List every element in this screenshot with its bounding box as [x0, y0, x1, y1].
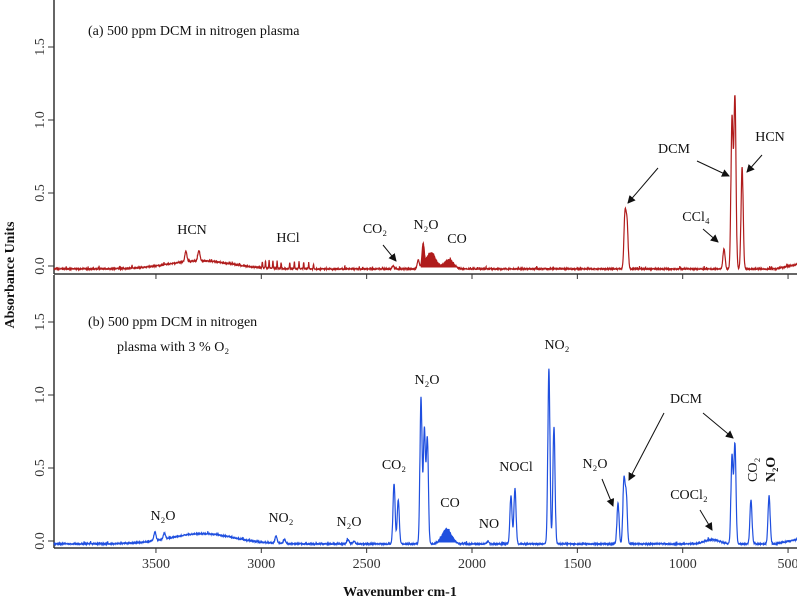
peak-label: NO₂ — [544, 338, 569, 353]
peak-label: NO₂ — [268, 511, 293, 526]
peak-label: N₂O — [413, 218, 438, 233]
x-tick-label: 3000 — [247, 557, 275, 572]
annotation-arrow — [696, 160, 730, 177]
peak-label: HCl — [276, 231, 299, 246]
peak-label: N₂O — [414, 373, 439, 388]
y-tick-label: 1.5 — [33, 313, 48, 331]
peak-label: CO — [440, 496, 459, 511]
peak-label: CO₂ — [382, 458, 406, 473]
annotation-arrow — [601, 478, 615, 507]
peak-label: N₂O — [764, 457, 779, 482]
co-band-fill — [436, 528, 457, 543]
annotation-arrow — [702, 228, 719, 243]
y-tick-label: 0.0 — [33, 532, 48, 550]
peak-label: N₂O — [582, 457, 607, 472]
spectrum-line — [53, 95, 797, 272]
panel-title-line2: plasma with 3 % O₂ — [117, 340, 229, 355]
panel-title: (b) 500 ppm DCM in nitrogen — [88, 315, 257, 330]
x-tick-label: 1500 — [563, 557, 591, 572]
peak-label: DCM — [670, 392, 702, 407]
peak-label: COCl₂ — [670, 488, 708, 503]
y-tick-label: 1.0 — [33, 386, 48, 404]
x-tick-label: 500 — [778, 557, 797, 572]
annotation-arrow — [627, 167, 659, 204]
x-tick-label: 2000 — [458, 557, 486, 572]
y-axis-label: Absorbance Units — [3, 221, 18, 329]
annotation-arrow — [628, 412, 665, 481]
y-tick-label: 0.0 — [33, 257, 48, 275]
x-tick-label: 1000 — [669, 557, 697, 572]
peak-label: N₂O — [336, 515, 361, 530]
peak-label: CO₂ — [363, 222, 387, 237]
peak-label: NO — [479, 517, 499, 532]
panel-a: 0.0 0.5 1.0 1.5 (a) 500 ppm DCM in nitrogen … — [33, 0, 797, 279]
peak-label: HCN — [755, 130, 785, 145]
x-tick-label: 3500 — [142, 557, 170, 572]
peak-label: DCM — [658, 142, 690, 157]
y-tick-label: 0.5 — [33, 184, 48, 202]
peak-label: CO — [447, 232, 466, 247]
peak-label: CO₂ — [746, 458, 761, 482]
panel-title: (a) 500 ppm DCM in nitrogen plasma — [88, 24, 300, 39]
y-tick-label: 0.5 — [33, 459, 48, 477]
panel-b: 0.0 0.5 1.0 1.5 3500 3000 2500 2000 1500 1000 500 (… — [33, 275, 797, 572]
peak-label: HCN — [177, 223, 207, 238]
peak-label: CCl₄ — [682, 210, 710, 225]
co-band-fill — [420, 243, 459, 269]
annotation-arrow — [382, 244, 397, 262]
annotation-arrow — [702, 412, 734, 439]
x-tick-label: 2500 — [353, 557, 381, 572]
annotation-arrow — [746, 154, 763, 173]
x-axis-label: Wavenumber cm-1 — [343, 585, 457, 600]
spectrum-line — [53, 368, 797, 547]
peak-label: NOCl — [499, 460, 533, 475]
y-tick-label: 1.5 — [33, 38, 48, 56]
peak-label: N₂O — [150, 509, 175, 524]
annotation-arrow — [699, 509, 713, 531]
y-tick-label: 1.0 — [33, 111, 48, 129]
